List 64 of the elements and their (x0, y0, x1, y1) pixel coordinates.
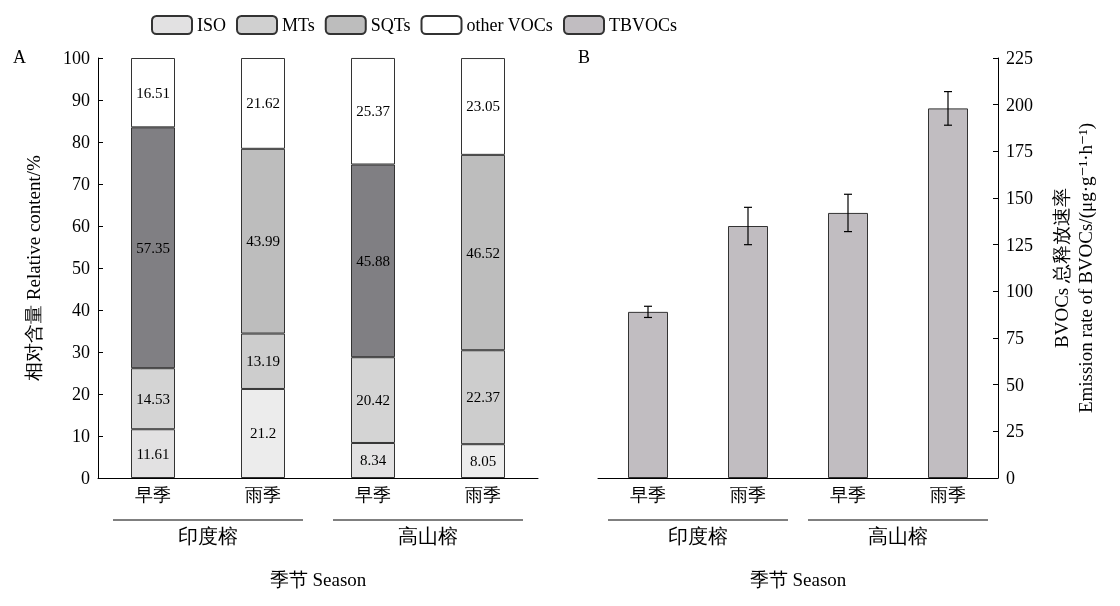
data-label: 13.19 (246, 353, 280, 370)
y-axis-title: 相对含量 Relative content/% (22, 154, 44, 381)
x-tick-label: 早季 (135, 485, 171, 505)
data-label: 21.2 (249, 425, 277, 442)
bar (728, 226, 768, 478)
legend-label: other VOCs (466, 15, 553, 35)
y-tick-label: 225 (1006, 48, 1033, 68)
text: 高山榕 (868, 525, 928, 547)
y-tick-label: 100 (63, 48, 90, 68)
y-tick-label: 40 (72, 300, 90, 320)
x-tick-label: 雨季 (930, 485, 966, 505)
y-tick-label: 150 (1006, 188, 1033, 208)
data-label: 8.05 (469, 453, 497, 470)
legend-label: SQTs (370, 15, 411, 35)
bar (928, 108, 968, 478)
data-label: 43.99 (246, 233, 280, 250)
y-tick-label: 10 (72, 426, 90, 446)
legend-label: ISO (197, 15, 227, 35)
x-tick-label: 雨季 (465, 485, 501, 505)
x-axis-title: 季节 Season (269, 569, 367, 590)
x-axis-title: 季节 Season (749, 569, 847, 590)
y-tick-label: 20 (72, 384, 90, 404)
y-tick-label: 80 (72, 132, 90, 152)
text: B (578, 47, 591, 67)
data-label: 45.88 (356, 252, 390, 269)
bar (628, 311, 668, 478)
text: A (13, 47, 26, 67)
y-tick-label: 50 (72, 258, 90, 278)
x-tick-label: 早季 (630, 485, 666, 505)
y-tick-label: 100 (1006, 281, 1033, 302)
y-tick-label: 90 (72, 90, 90, 110)
data-label: 8.34 (359, 452, 387, 469)
data-label: 46.52 (466, 244, 500, 261)
x-tick-label: 早季 (355, 485, 391, 505)
y-tick-label: 0 (81, 468, 90, 488)
y-tick-label: 125 (1006, 234, 1033, 255)
y-tick-label: 0 (1006, 468, 1015, 488)
text: 印度榕 (668, 525, 728, 547)
data-label: 16.51 (136, 84, 170, 101)
y-tick-label: 60 (72, 216, 90, 236)
text: 印度榕 (178, 525, 238, 547)
y-tick-label: 200 (1006, 94, 1033, 115)
data-label: 21.62 (246, 95, 280, 112)
data-label: 11.61 (136, 445, 170, 462)
text: 高山榕 (398, 525, 458, 547)
y-tick-label: 175 (1006, 141, 1033, 162)
data-label: 20.42 (356, 392, 390, 409)
bar (828, 212, 868, 478)
data-label: 57.35 (136, 239, 170, 256)
x-tick-label: 早季 (830, 485, 866, 505)
data-label: 25.37 (356, 103, 391, 120)
data-label: 22.37 (466, 389, 501, 406)
y-axis-title: BVOCs 总释放速率 Emission rate of BVOCs/(μg·g⁻¹·h⁻¹) (1050, 122, 1097, 414)
y-tick-label: 70 (72, 174, 90, 194)
y-tick-label: 30 (72, 342, 90, 362)
legend-label: MTs (282, 15, 315, 35)
legend-label: TBVOCs (609, 15, 678, 35)
data-label: 23.05 (466, 98, 500, 115)
y-tick-label: 25 (1006, 421, 1024, 442)
y-tick-label: 50 (1006, 374, 1024, 395)
x-tick-label: 雨季 (245, 485, 281, 505)
x-tick-label: 雨季 (730, 485, 766, 505)
data-label: 14.53 (136, 390, 170, 407)
y-tick-label: 75 (1006, 328, 1024, 348)
